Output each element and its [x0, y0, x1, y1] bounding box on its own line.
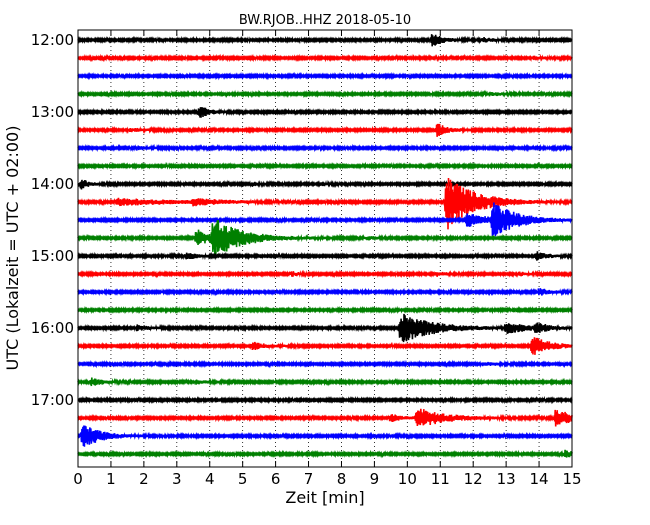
trace-1715: [77, 408, 573, 427]
trace-1745: [77, 449, 573, 459]
trace-1400: [77, 179, 573, 190]
trace-1430: [77, 202, 573, 237]
y-tick-label: 13:00: [31, 103, 74, 121]
trace-1330: [77, 143, 573, 153]
trace-1200: [77, 34, 573, 47]
trace-1700: [77, 395, 573, 405]
trace-1730: [77, 425, 573, 447]
trace-1445: [77, 220, 573, 257]
x-tick-label: 0: [73, 470, 83, 488]
x-tick-label: 13: [497, 470, 516, 488]
trace-1515: [77, 269, 573, 279]
y-tick-label: 16:00: [31, 319, 74, 337]
x-tick-label: 10: [398, 470, 417, 488]
trace-1315: [77, 123, 573, 137]
trace-1245: [77, 89, 573, 99]
x-tick-label: 7: [304, 470, 314, 488]
trace-1615: [77, 337, 573, 355]
y-tick-label: 15:00: [31, 247, 74, 265]
x-tick-label: 8: [337, 470, 347, 488]
plot-frame: [77, 29, 573, 468]
trace-1230: [77, 71, 573, 81]
trace-1530: [77, 287, 573, 297]
x-tick-label: 9: [370, 470, 380, 488]
x-tick-label: 1: [106, 470, 116, 488]
chart-title: BW.RJOB..HHZ 2018-05-10: [239, 13, 411, 28]
trace-1645: [77, 377, 573, 387]
trace-1500: [77, 251, 573, 261]
y-tick-label: 12:00: [31, 31, 74, 49]
x-tick-label: 3: [172, 470, 182, 488]
trace-1600: [77, 313, 573, 343]
trace-1300: [77, 107, 573, 118]
x-tick-label: 12: [464, 470, 483, 488]
trace-1215: [77, 53, 573, 63]
x-tick-label: 14: [530, 470, 549, 488]
x-tick-label: 15: [562, 470, 581, 488]
trace-1345: [77, 161, 573, 171]
x-tick-label: 6: [271, 470, 281, 488]
x-tick-label: 5: [238, 470, 248, 488]
x-tick-label: 11: [431, 470, 450, 488]
x-axis-label: Zeit [min]: [285, 488, 364, 507]
x-tick-label: 2: [139, 470, 149, 488]
trace-1545: [77, 305, 573, 315]
x-tick-label: 4: [205, 470, 215, 488]
trace-1630: [77, 359, 573, 369]
y-tick-label: 17:00: [31, 391, 74, 409]
y-tick-label: 14:00: [31, 175, 74, 193]
y-axis-label: UTC (Lokalzeit = UTC + 02:00): [3, 126, 22, 371]
trace-1415: [77, 178, 573, 230]
